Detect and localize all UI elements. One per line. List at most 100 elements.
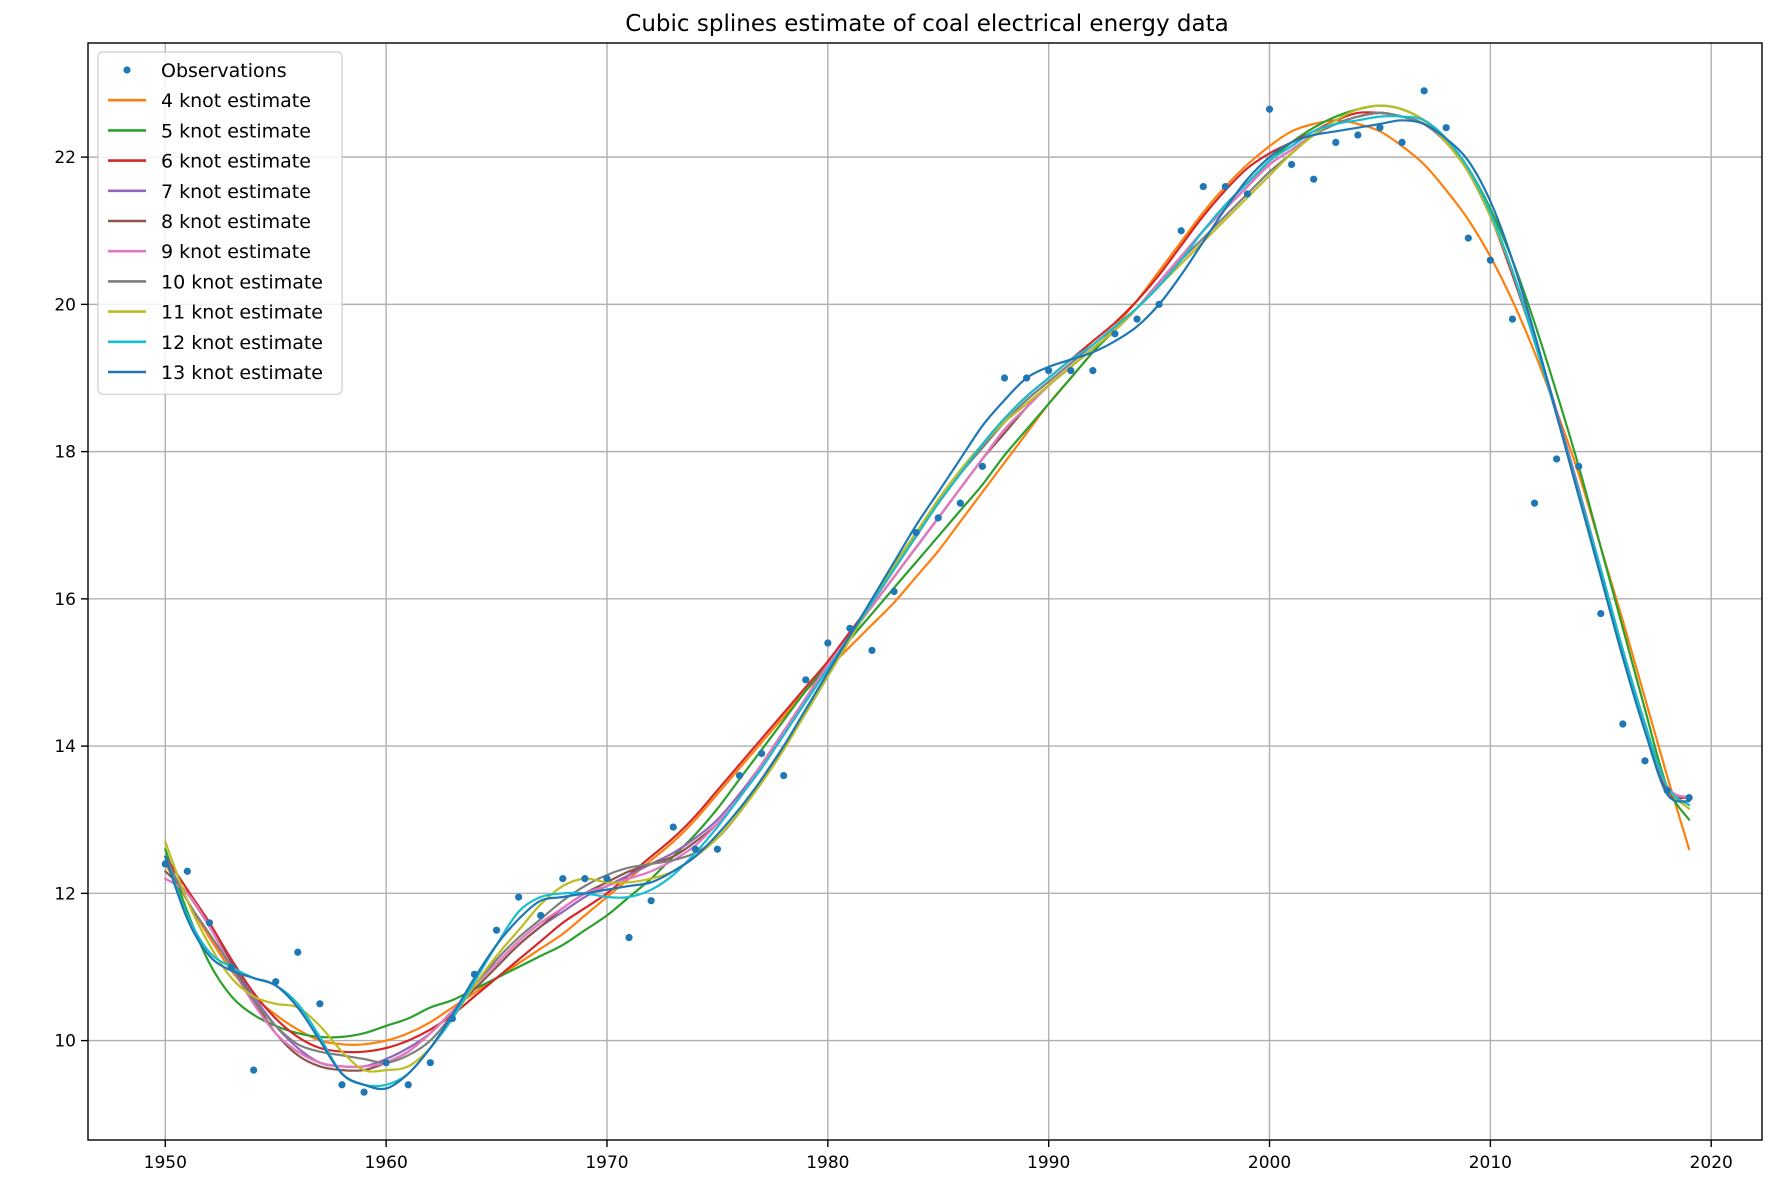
observation-point xyxy=(1663,786,1671,794)
x-tick-label: 1990 xyxy=(1027,1153,1070,1173)
y-tick-label: 10 xyxy=(54,1032,76,1052)
legend-label: 8 knot estimate xyxy=(161,211,311,233)
observation-point xyxy=(1177,227,1185,235)
observation-point xyxy=(846,624,854,632)
series-line-13-knot-estimate xyxy=(164,119,1691,1091)
observation-point xyxy=(1575,462,1583,470)
observation-point xyxy=(735,771,744,780)
y-axis-ticks: 10 12 14 16 18 20 22 xyxy=(54,148,88,1052)
observation-point xyxy=(1464,234,1472,242)
observation-point xyxy=(1398,138,1406,146)
legend-label: 7 knot estimate xyxy=(161,181,311,203)
observation-point xyxy=(1641,757,1649,765)
observation-point xyxy=(470,970,479,978)
observation-point xyxy=(426,1059,434,1067)
legend: Observations 4 knot estimate 5 knot estima… xyxy=(97,51,343,395)
observation-point xyxy=(404,1081,412,1089)
x-tick-label: 1950 xyxy=(144,1153,187,1173)
x-tick-label: 2020 xyxy=(1690,1153,1733,1173)
observation-point xyxy=(1288,160,1296,169)
observation-point xyxy=(537,911,545,920)
series-line-9-knot-estimate xyxy=(164,111,1691,1068)
observation-point xyxy=(161,860,169,868)
observation-point xyxy=(227,963,236,971)
legend-label: Observations xyxy=(161,60,287,82)
observation-point xyxy=(956,499,964,507)
observation-point xyxy=(382,1059,390,1067)
observation-point xyxy=(1420,87,1428,95)
observation-point xyxy=(1243,190,1252,198)
series-line-5-knot-estimate xyxy=(164,104,1691,1039)
observation-point xyxy=(272,978,280,986)
observation-point xyxy=(669,823,677,831)
legend-label: 9 knot estimate xyxy=(161,241,311,263)
observation-point xyxy=(338,1081,346,1089)
legend-marker-observations xyxy=(123,66,131,74)
observation-point xyxy=(448,1014,456,1023)
series-line-6-knot-estimate xyxy=(164,111,1691,1054)
observation-point xyxy=(912,529,920,537)
observation-point xyxy=(492,926,501,934)
observation-point xyxy=(1155,300,1163,308)
observation-point xyxy=(1221,182,1229,191)
chart-title: Cubic splines estimate of coal electrica… xyxy=(625,11,1228,37)
x-tick-label: 1970 xyxy=(585,1153,628,1173)
x-axis-ticks: 1950 1960 1970 1980 1990 2000 2010 2020 xyxy=(144,1140,1733,1173)
series-line-7-knot-estimate xyxy=(164,111,1691,1069)
observation-point xyxy=(824,639,832,647)
observation-point xyxy=(1310,175,1318,183)
series-line-8-knot-estimate xyxy=(164,111,1691,1072)
x-tick-label: 1960 xyxy=(365,1153,408,1173)
observation-point xyxy=(1133,315,1141,323)
x-tick-label: 2010 xyxy=(1469,1153,1512,1173)
series-line-12-knot-estimate xyxy=(164,115,1691,1088)
observation-point xyxy=(868,646,876,654)
y-tick-label: 20 xyxy=(54,295,76,315)
y-tick-label: 16 xyxy=(54,590,76,610)
legend-label: 11 knot estimate xyxy=(161,302,323,324)
observation-point xyxy=(625,933,633,942)
legend-label: 10 knot estimate xyxy=(161,271,323,293)
observation-point xyxy=(1486,256,1494,264)
observation-point xyxy=(757,749,766,758)
observation-point xyxy=(934,514,942,522)
observation-point xyxy=(1508,315,1517,323)
grid-layer xyxy=(88,43,1762,1140)
y-tick-label: 12 xyxy=(54,884,76,904)
observation-point xyxy=(1442,124,1450,132)
legend-label: 5 knot estimate xyxy=(161,120,311,142)
observation-point xyxy=(1045,367,1053,375)
observation-point xyxy=(1332,138,1340,146)
observation-point xyxy=(559,875,567,883)
y-tick-label: 14 xyxy=(54,737,76,757)
observation-point xyxy=(360,1088,368,1096)
observation-point xyxy=(1265,105,1274,113)
observation-point xyxy=(1597,609,1605,618)
y-tick-label: 18 xyxy=(54,443,76,463)
observation-point xyxy=(316,1000,324,1008)
observation-point xyxy=(1089,367,1097,375)
observation-point xyxy=(1022,374,1031,382)
observation-point xyxy=(780,771,788,780)
observation-point xyxy=(294,948,302,956)
observation-point xyxy=(205,919,214,927)
legend-label: 4 knot estimate xyxy=(161,90,311,112)
legend-label: 13 knot estimate xyxy=(161,362,323,384)
x-tick-label: 2000 xyxy=(1248,1153,1291,1173)
series-line-10-knot-estimate xyxy=(164,111,1691,1064)
observation-point xyxy=(978,462,987,470)
plot-frame xyxy=(87,42,1763,1141)
observation-point xyxy=(713,845,722,853)
observation-point xyxy=(581,875,589,883)
series-line-4-knot-estimate xyxy=(164,119,1691,1046)
x-tick-label: 1980 xyxy=(806,1153,849,1173)
series-layer xyxy=(164,104,1691,1091)
legend-label: 6 knot estimate xyxy=(161,151,311,173)
observation-point xyxy=(1354,131,1362,139)
observation-point xyxy=(515,893,523,901)
observation-point xyxy=(1553,455,1561,463)
observation-point xyxy=(603,875,611,883)
observation-point xyxy=(691,845,699,853)
